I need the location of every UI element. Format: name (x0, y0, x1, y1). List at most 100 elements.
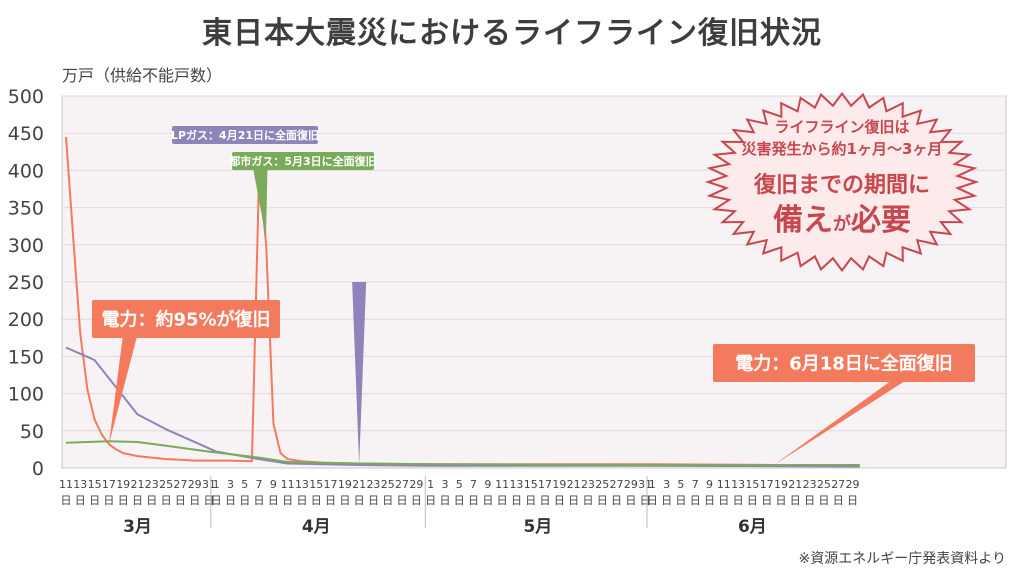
x-tick-unit-4-13: 日 (296, 494, 307, 507)
x-tick-unit-4-21: 日 (354, 494, 365, 507)
annotation-3: 電力：6月18日に全面復旧 (713, 344, 975, 466)
x-tick-unit-6-15: 日 (747, 494, 758, 507)
x-tick-unit-5-25: 日 (597, 494, 608, 507)
x-tick-3-17: 17 (102, 478, 116, 491)
note-line-2: 災害発生から約1ヶ月～3ヶ月 (742, 140, 943, 158)
x-tick-unit-5-21: 日 (568, 494, 579, 507)
x-tick-unit-4-25: 日 (382, 494, 393, 507)
x-tick-6-1: 1 (649, 478, 656, 491)
x-tick-4-29: 29 (409, 478, 423, 491)
x-tick-4-1: 1 (213, 478, 220, 491)
x-tick-6-19: 19 (774, 478, 788, 491)
x-tick-6-7: 7 (692, 478, 699, 491)
x-tick-unit-4-29: 日 (411, 494, 422, 507)
x-tick-unit-6-21: 日 (790, 494, 801, 507)
x-tick-4-9: 9 (270, 478, 277, 491)
x-tick-3-31: 31 (202, 478, 216, 491)
starburst-shape (704, 91, 980, 273)
x-tick-unit-4-11: 日 (282, 494, 293, 507)
x-tick-5-19: 19 (552, 478, 566, 491)
note-line-4: 備えが必要 (773, 203, 911, 238)
annotation-pointer-2 (108, 338, 137, 445)
x-tick-unit-5-15: 日 (525, 494, 536, 507)
x-tick-unit-3-21: 日 (132, 494, 143, 507)
x-tick-unit-3-29: 日 (189, 494, 200, 507)
y-tick-250: 250 (8, 272, 44, 294)
x-tick-4-17: 17 (324, 478, 338, 491)
x-tick-unit-3-19: 日 (118, 494, 129, 507)
x-ticks: 11日13日15日17日19日21日23日25日27日29日31日3月1日3日5… (59, 476, 860, 537)
note-line-1: ライフライン復旧は (774, 118, 909, 136)
x-tick-unit-4-17: 日 (325, 494, 336, 507)
x-tick-unit-3-11: 日 (61, 494, 72, 507)
y-tick-400: 400 (8, 160, 44, 182)
y-tick-500: 500 (8, 86, 44, 108)
x-tick-unit-4-15: 日 (311, 494, 322, 507)
x-tick-unit-5-19: 日 (554, 494, 565, 507)
x-tick-unit-5-23: 日 (582, 494, 593, 507)
x-tick-3-15: 15 (88, 478, 102, 491)
x-tick-unit-6-13: 日 (733, 494, 744, 507)
x-tick-5-5: 5 (456, 478, 463, 491)
x-tick-unit-4-23: 日 (368, 494, 379, 507)
y-tick-150: 150 (8, 346, 44, 368)
x-tick-3-19: 19 (116, 478, 130, 491)
x-tick-unit-3-23: 日 (146, 494, 157, 507)
annotation-box-1 (232, 152, 374, 170)
month-label-5: 5月 (523, 517, 552, 537)
x-tick-unit-6-7: 日 (690, 494, 701, 507)
x-tick-4-23: 23 (366, 478, 380, 491)
x-tick-3-11: 11 (59, 478, 73, 491)
x-tick-4-25: 25 (381, 478, 395, 491)
x-tick-unit-5-5: 日 (454, 494, 465, 507)
annotation-box-2 (92, 300, 280, 338)
annotation-box-0 (172, 126, 318, 144)
note-word-hitsuyou: 必要 (851, 203, 911, 238)
x-tick-unit-5-13: 日 (511, 494, 522, 507)
x-tick-3-23: 23 (145, 478, 159, 491)
month-label-3: 3月 (123, 517, 152, 537)
x-tick-4-19: 19 (338, 478, 352, 491)
y-axis-label: 万戸（供給不能戸数） (62, 66, 223, 85)
x-tick-3-29: 29 (188, 478, 202, 491)
source-note: ※資源エネルギー庁発表資料より (798, 551, 1006, 567)
x-tick-3-13: 13 (73, 478, 87, 491)
x-tick-6-5: 5 (677, 478, 684, 491)
x-tick-4-3: 3 (227, 478, 234, 491)
x-tick-4-15: 15 (309, 478, 323, 491)
note-word-sonae: 備え (773, 203, 833, 238)
x-tick-3-25: 25 (159, 478, 173, 491)
x-tick-unit-4-19: 日 (339, 494, 350, 507)
y-tick-50: 50 (20, 421, 44, 443)
series-layer (65, 136, 860, 468)
x-tick-unit-3-31: 日 (204, 494, 215, 507)
x-tick-unit-5-9: 日 (482, 494, 493, 507)
x-tick-6-27: 27 (831, 478, 845, 491)
x-tick-unit-3-15: 日 (89, 494, 100, 507)
annotations: LPガス：4月21日に全面復旧都市ガス：5月3日に全面復旧電力：約95%が復旧電… (92, 126, 975, 466)
x-tick-4-11: 11 (281, 478, 295, 491)
x-tick-5-13: 13 (509, 478, 523, 491)
x-tick-5-31: 31 (638, 478, 652, 491)
y-tick-100: 100 (8, 384, 44, 406)
x-tick-unit-6-5: 日 (675, 494, 686, 507)
annotation-pointer-1 (253, 170, 268, 238)
note-starburst: ライフライン復旧は 災害発生から約1ヶ月～3ヶ月 復旧までの期間に 備えが必要 (704, 91, 980, 273)
x-tick-3-21: 21 (131, 478, 145, 491)
y-tick-0: 0 (32, 458, 44, 480)
annotation-2: 電力：約95%が復旧 (92, 300, 280, 445)
annotation-box-3 (713, 344, 975, 382)
y-tick-300: 300 (8, 235, 44, 257)
x-tick-unit-5-29: 日 (625, 494, 636, 507)
x-tick-unit-6-1: 日 (647, 494, 658, 507)
x-tick-6-9: 9 (706, 478, 713, 491)
x-tick-6-25: 25 (817, 478, 831, 491)
y-tick-450: 450 (8, 123, 44, 145)
x-tick-unit-6-23: 日 (804, 494, 815, 507)
x-tick-5-11: 11 (495, 478, 509, 491)
x-tick-unit-5-1: 日 (425, 494, 436, 507)
note-line-3: 復旧までの期間に (753, 172, 930, 198)
x-tick-6-3: 3 (663, 478, 670, 491)
x-tick-unit-4-1: 日 (211, 494, 222, 507)
